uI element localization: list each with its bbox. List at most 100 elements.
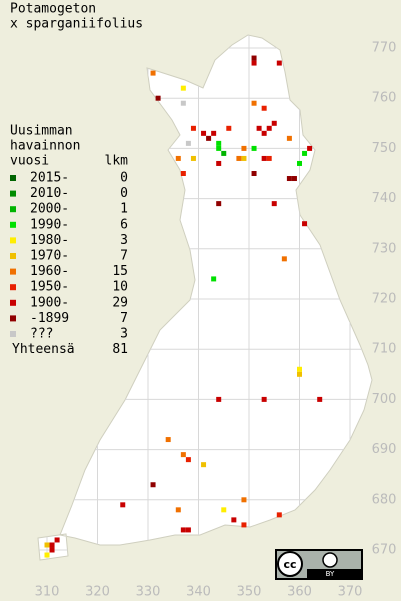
legend-label: -1899 (30, 311, 69, 326)
x-tick-label: 330 (136, 585, 161, 600)
occurrence-square (54, 537, 60, 543)
legend-swatch (10, 299, 16, 306)
legend-swatch (10, 253, 16, 259)
occurrence-square (180, 527, 186, 533)
occurrence-square (251, 100, 257, 106)
legend-label: 1960- (30, 264, 69, 279)
occurrence-square (297, 371, 302, 377)
by-text: BY (326, 570, 335, 578)
x-tick-label: 310 (35, 585, 60, 600)
occurrence-square (185, 457, 191, 463)
by-strip (307, 569, 361, 578)
legend-label: 1900- (30, 295, 69, 310)
legend-label: 2015- (30, 171, 69, 186)
legend-swatch (10, 284, 16, 291)
occurrence-square (201, 462, 207, 468)
legend-title: vuosi (10, 154, 49, 169)
occurrence-square (231, 517, 237, 523)
occurrence-square (241, 522, 247, 528)
occurrence-square (271, 120, 277, 126)
occurrence-square (261, 105, 267, 111)
occurrence-square (216, 145, 222, 151)
legend-swatch (10, 315, 16, 322)
legend-title: havainnon (10, 139, 80, 154)
y-tick-label: 710 (372, 342, 397, 357)
legend-label: ??? (30, 327, 53, 342)
legend-swatch (10, 331, 16, 337)
occurrences (44, 55, 323, 558)
occurrence-square (261, 130, 267, 136)
occurrence-square (180, 452, 186, 458)
count-header: lkm (105, 154, 129, 169)
occurrence-square (49, 542, 55, 548)
occurrence-square (251, 60, 257, 66)
y-tick-label: 690 (372, 442, 397, 457)
title: x sparganiifolius (10, 17, 143, 32)
y-tick-label: 740 (372, 191, 397, 206)
occurrence-square (216, 160, 222, 166)
occurrence-square (221, 507, 227, 513)
legend-count: 15 (112, 264, 128, 279)
y-tick-label: 770 (372, 41, 397, 56)
occurrence-square (241, 145, 247, 151)
occurrence-square (276, 60, 282, 66)
occurrence-square (261, 396, 267, 402)
legend-count: 0 (120, 171, 128, 186)
total-label: Yhteensä (12, 342, 75, 357)
legend-title: Uusimman (10, 124, 73, 139)
occurrence-square (185, 140, 191, 146)
occurrence-square (307, 145, 313, 151)
y-tick-label: 670 (372, 543, 397, 558)
x-tick-label: 370 (338, 585, 363, 600)
occurrence-square (291, 176, 297, 182)
occurrence-square (266, 155, 272, 161)
legend-swatch (10, 221, 16, 228)
x-tick-label: 360 (287, 585, 312, 600)
x-tick-label: 340 (186, 585, 211, 600)
legend-label: 1950- (30, 280, 69, 295)
occurrence-square (175, 507, 181, 513)
occurrence-square (180, 171, 186, 176)
cc-icon (277, 551, 303, 577)
legend-count: 3 (120, 233, 128, 248)
cc-text: cc (283, 558, 296, 571)
y-tick-label: 750 (372, 141, 397, 156)
legend-label: 1980- (30, 233, 69, 248)
legend-count: 3 (120, 327, 128, 342)
occurrence-square (317, 396, 323, 402)
y-tick-label: 760 (372, 91, 397, 106)
occurrence-square (211, 130, 217, 136)
legend-count: 7 (120, 249, 128, 264)
occurrence-square (175, 155, 181, 161)
legend-count: 6 (120, 217, 128, 232)
legend-count: 1 (120, 202, 128, 217)
legend-swatch (10, 206, 16, 213)
occurrence-square (180, 100, 186, 106)
occurrence-square (216, 396, 222, 402)
occurrence-square (276, 512, 282, 518)
x-tick-label: 350 (237, 585, 262, 600)
occurrence-square (297, 160, 302, 166)
occurrence-square (120, 502, 126, 508)
occurrence-square (251, 55, 257, 61)
occurrence-square (271, 201, 277, 207)
occurrence-square (49, 547, 55, 553)
occurrence-square (211, 276, 217, 282)
occurrence-square (150, 70, 156, 76)
occurrence-square (281, 256, 287, 262)
occurrence-square (216, 140, 222, 146)
legend-count: 29 (112, 295, 128, 310)
occurrence-square (44, 552, 50, 558)
by-icon (322, 552, 338, 568)
legend-swatch (10, 268, 16, 275)
occurrence-square (190, 155, 196, 161)
y-tick-label: 730 (372, 241, 397, 256)
occurrence-square (286, 176, 292, 182)
land (37, 34, 373, 561)
legend-count: 10 (112, 280, 128, 295)
y-tick-label: 720 (372, 292, 397, 307)
occurrence-square (226, 125, 232, 131)
